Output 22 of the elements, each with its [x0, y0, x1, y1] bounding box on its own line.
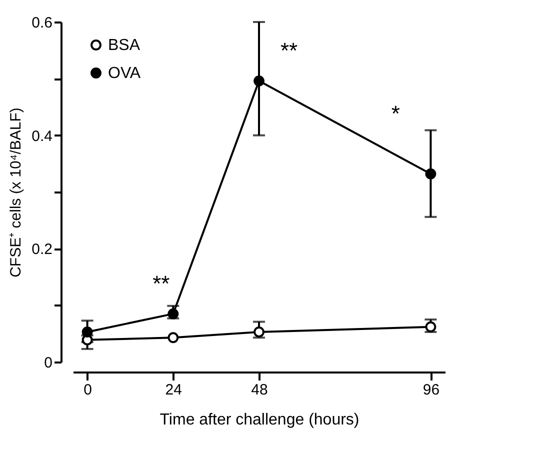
x-tick-label: 24	[165, 382, 182, 398]
x-tick-label: 48	[251, 382, 268, 398]
y-tick-label: 0.2	[32, 241, 52, 258]
y-tick-label: 0.6	[32, 14, 52, 32]
point	[425, 321, 436, 332]
point	[254, 326, 264, 338]
point	[168, 308, 179, 320]
point	[254, 75, 264, 86]
x-axis-title: Time after challenge (hours)	[160, 412, 360, 428]
x-tick-label: 96	[422, 382, 440, 398]
y-tick-label: 0	[44, 354, 52, 372]
point	[82, 326, 93, 338]
point	[425, 168, 436, 180]
legend-label: BSA	[108, 37, 140, 54]
y-axis-title: CFSE⁺ cells (x 10⁴/BALF)	[8, 108, 25, 278]
annotation: *	[391, 100, 400, 126]
y-tick-label: 0.4	[32, 128, 52, 145]
legend-label: OVA	[108, 65, 141, 82]
point	[168, 332, 179, 344]
annotation: **	[152, 270, 170, 296]
x-tick-label: 0	[84, 382, 92, 398]
annotation: **	[280, 38, 298, 63]
